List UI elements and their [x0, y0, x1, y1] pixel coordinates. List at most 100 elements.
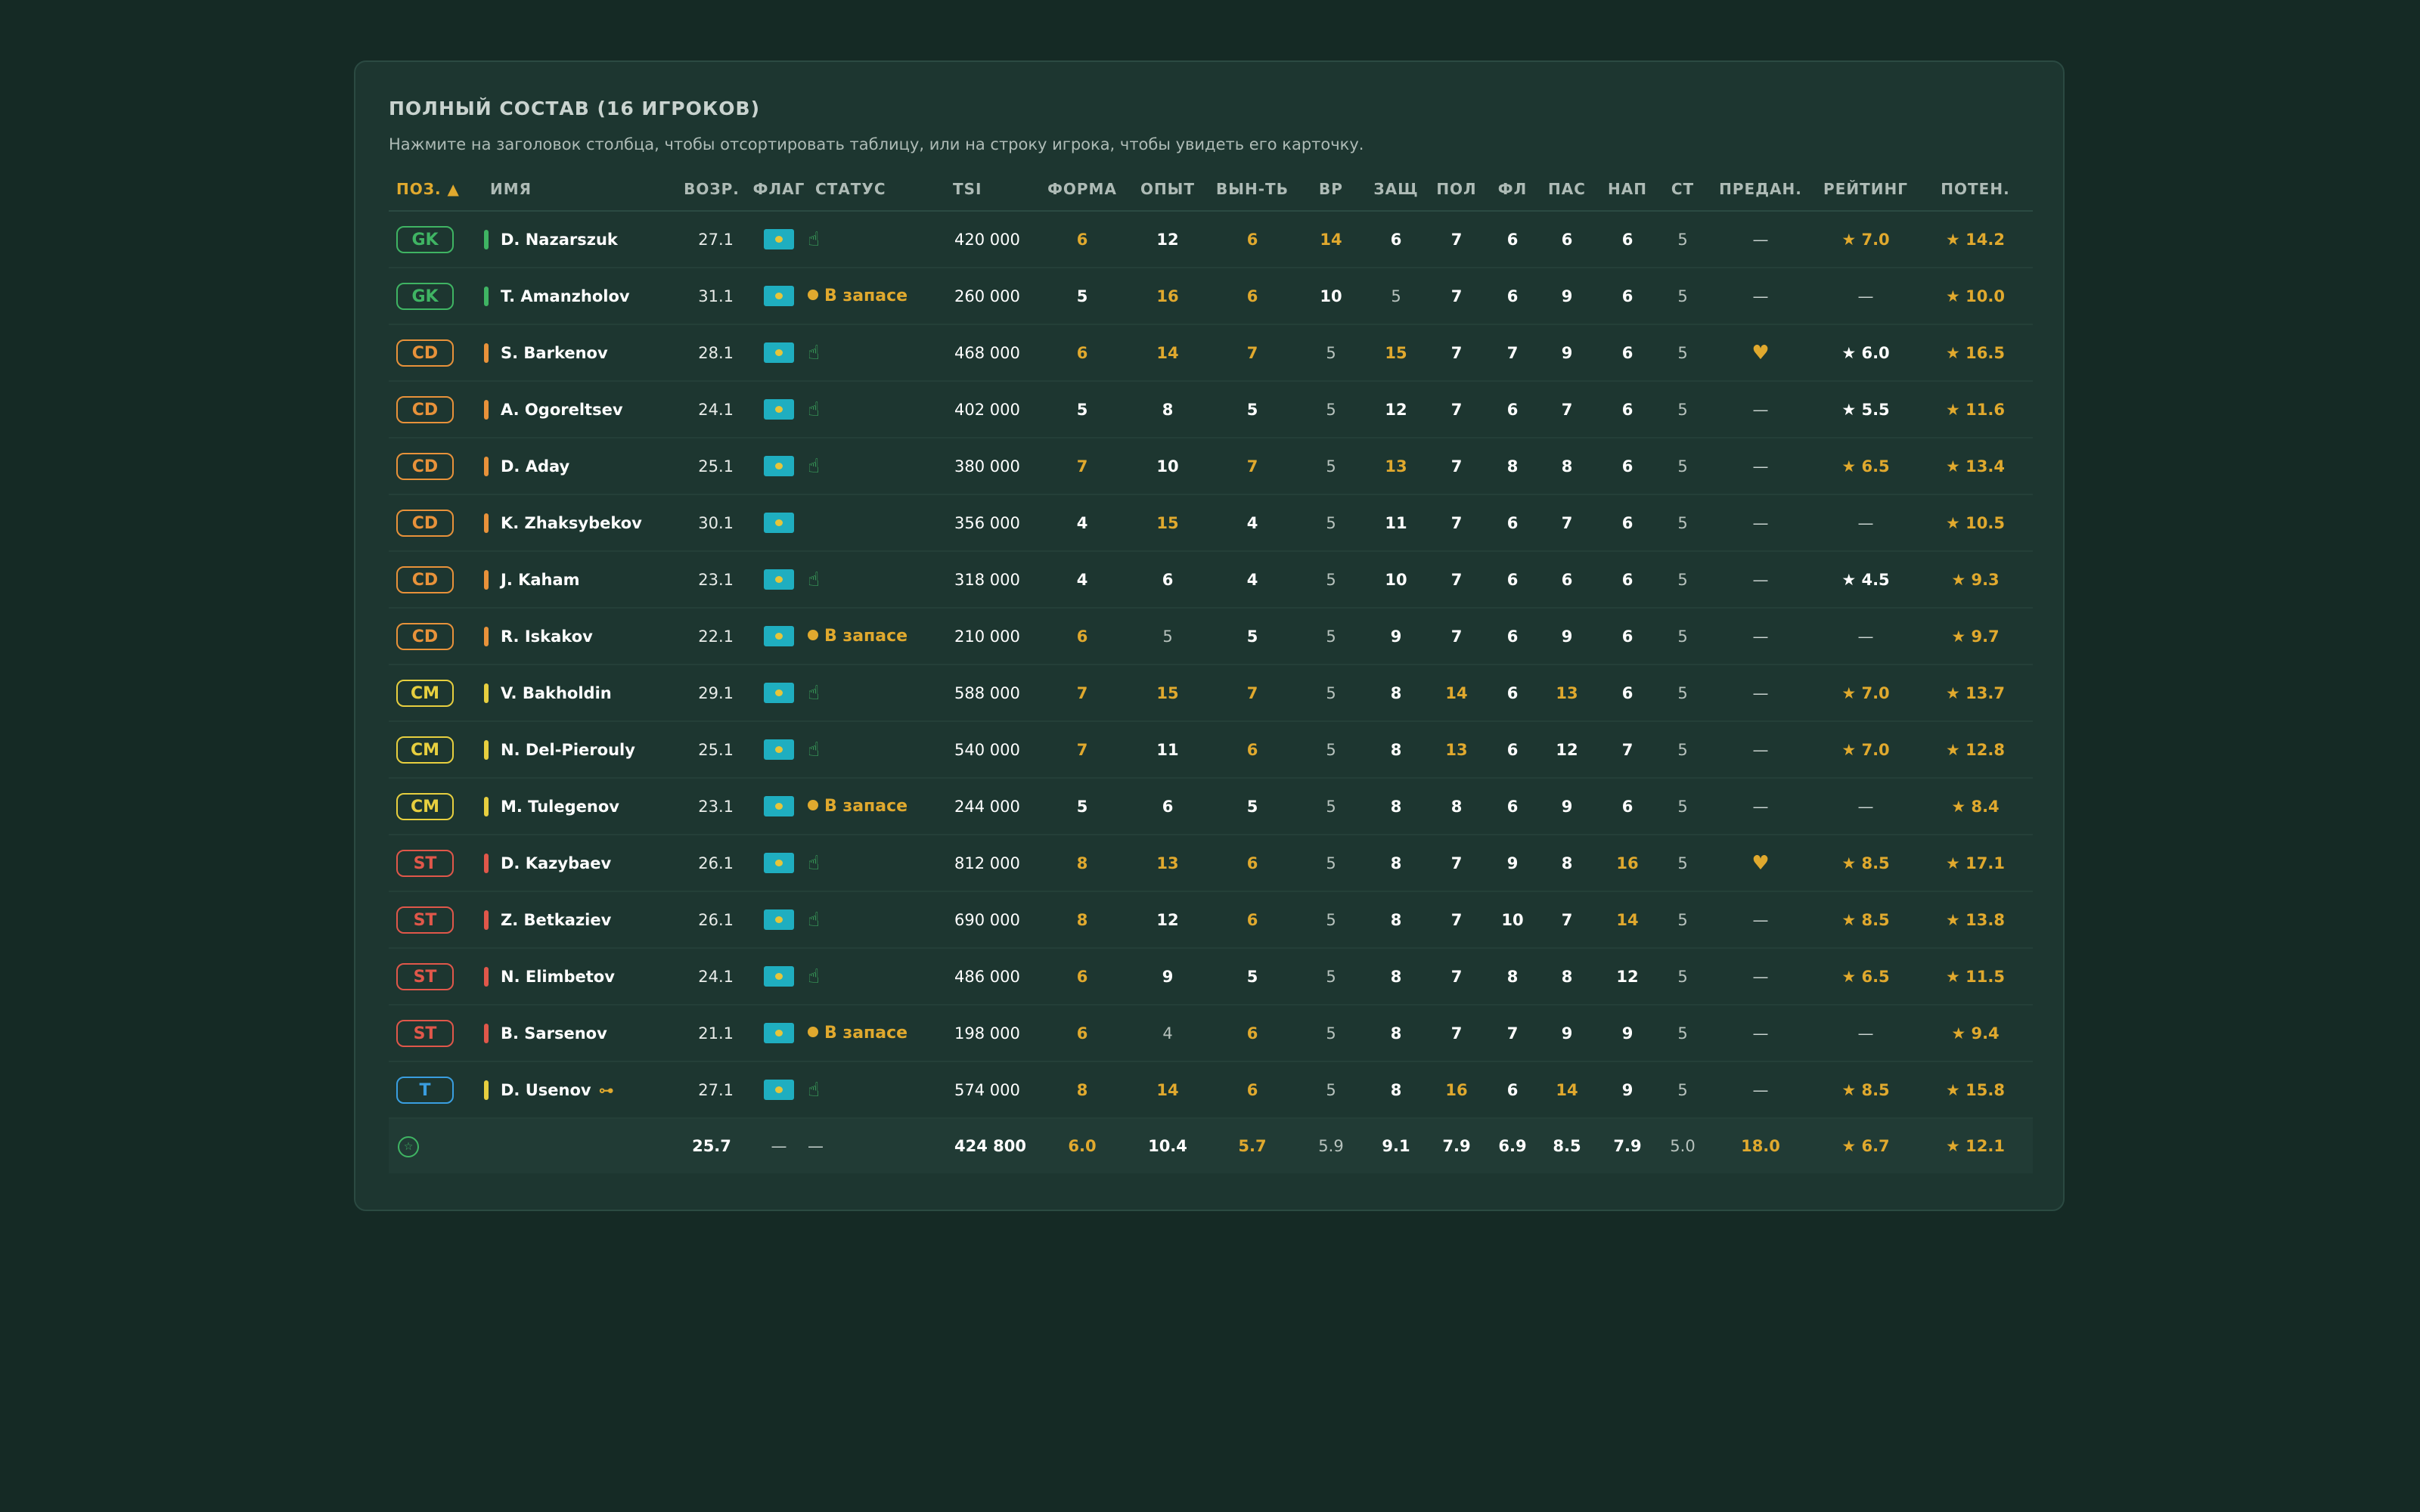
status-cell: ☝	[808, 324, 945, 382]
experience-cell: 15	[1125, 665, 1210, 722]
player-row[interactable]: ST N. Elimbetov 24.1 ☝ 486 000 6 9 5 5 8 7 8 8 12 5— ★ …	[389, 948, 2033, 1005]
col-header-def[interactable]: ЗАЩ	[1367, 168, 1425, 212]
player-name[interactable]: J. Kaham	[501, 570, 580, 589]
player-row[interactable]: ST B. Sarsenov 21.1 В запасе 198 000 6 4 6 5 8 7 7 9…	[389, 1005, 2033, 1062]
loyalty-cell: —	[1708, 494, 1813, 552]
pass-skill-cell: 6	[1537, 551, 1597, 609]
col-header-form[interactable]: ФОРМА	[1039, 168, 1125, 212]
gk-skill-cell: 5	[1295, 494, 1367, 552]
form-cell: 4	[1039, 494, 1125, 552]
pm-skill-cell: 7	[1425, 494, 1488, 552]
stamina-cell: 6	[1210, 835, 1295, 892]
position-cell: CD	[389, 381, 482, 438]
stamina-cell: 6	[1210, 211, 1295, 268]
player-row[interactable]: T D. Usenov ⊶ 27.1 ☝ 574 000 8 14 6 5 8 16 6 14 9 5— ★ 8…	[389, 1061, 2033, 1119]
player-name[interactable]: B. Sarsenov	[501, 1024, 607, 1043]
reserve-label: В запасе	[824, 1024, 908, 1043]
experience-cell: 6	[1125, 551, 1210, 609]
col-header-loyal[interactable]: ПРЕДАН.	[1708, 168, 1813, 212]
player-row[interactable]: CD K. Zhaksybekov 30.1 356 000 4 15 4 5 11 7 6 7 6 5—…	[389, 494, 2033, 552]
experience-cell: 14	[1125, 1061, 1210, 1119]
player-name[interactable]: K. Zhaksybekov	[501, 513, 642, 532]
col-header-rating[interactable]: РЕЙТИНГ	[1813, 168, 1918, 212]
player-row[interactable]: CD A. Ogoreltsev 24.1 ☝ 402 000 5 8 5 5 12 7 6 7 6 5— ★…	[389, 381, 2033, 438]
player-name[interactable]: D. Nazarszuk	[501, 230, 618, 249]
rating-cell: ★ 7.0	[1813, 721, 1918, 779]
pass-skill-cell: 9	[1537, 324, 1597, 382]
player-name[interactable]: D. Aday	[501, 457, 570, 476]
player-row[interactable]: ST D. Kazybaev 26.1 ☝ 812 000 8 13 6 5 8 7 9 8 16 5 ♥ ★ …	[389, 835, 2033, 892]
pm-skill-cell: 7	[1425, 211, 1488, 268]
stamina-cell: 4	[1210, 494, 1295, 552]
player-row[interactable]: CD D. Aday 25.1 ☝ 380 000 7 10 7 5 13 7 8 8 6 5— ★ 6.5 ★…	[389, 438, 2033, 495]
col-header-status[interactable]: СТАТУС	[808, 168, 945, 212]
form-cell: 5	[1039, 778, 1125, 835]
rating-cell: ★ 7.0	[1813, 211, 1918, 268]
col-header-sc[interactable]: НАП	[1597, 168, 1658, 212]
name-cell: T. Amanzholov	[482, 268, 673, 325]
player-row[interactable]: CD R. Iskakov 22.1 В запасе 210 000 6 5 5 5 9 7 6 9 6…	[389, 608, 2033, 665]
stamina-cell: 6	[1210, 891, 1295, 949]
player-row[interactable]: CM M. Tulegenov 23.1 В запасе 244 000 5 6 5 5 8 8 6…	[389, 778, 2033, 835]
position-color-bar	[484, 739, 489, 760]
sp-skill-cell: 5	[1658, 268, 1708, 325]
total-sp: 5.0	[1658, 1118, 1708, 1173]
status-cell: ☝	[808, 438, 945, 495]
sc-skill-cell: 6	[1597, 778, 1658, 835]
tsi-cell: 260 000	[945, 268, 1039, 325]
col-header-pm[interactable]: ПОЛ	[1425, 168, 1488, 212]
form-cell: 6	[1039, 211, 1125, 268]
player-row[interactable]: ST Z. Betkaziev 26.1 ☝ 690 000 8 12 6 5 8 7 10 7 14 5—…	[389, 891, 2033, 949]
col-header-pos[interactable]: ПОЗ. ▲	[389, 168, 482, 212]
player-row[interactable]: GK D. Nazarszuk 27.1 ☝ 420 000 6 12 6 14 6 7 6 6 6 5— ★…	[389, 211, 2033, 268]
def-skill-cell: 13	[1367, 438, 1425, 495]
player-name[interactable]: R. Iskakov	[501, 627, 593, 646]
player-name[interactable]: A. Ogoreltsev	[501, 400, 623, 419]
col-header-flag[interactable]: ФЛАГ	[750, 168, 808, 212]
potential-cell: ★ 13.7	[1918, 665, 2033, 722]
player-name[interactable]: S. Barkenov	[501, 343, 608, 362]
col-header-wing[interactable]: ФЛ	[1488, 168, 1537, 212]
col-header-name[interactable]: ИМЯ	[482, 168, 673, 212]
player-name[interactable]: D. Kazybaev	[501, 854, 612, 872]
player-name[interactable]: Z. Betkaziev	[501, 910, 612, 929]
player-row[interactable]: CD J. Kaham 23.1 ☝ 318 000 4 6 4 5 10 7 6 6 6 5— ★ 4.5 ★…	[389, 551, 2033, 609]
player-name[interactable]: N. Del-Pierouly	[501, 740, 635, 759]
pm-skill-cell: 7	[1425, 891, 1488, 949]
col-header-potential[interactable]: ПОТЕН.	[1918, 168, 2033, 212]
player-name[interactable]: D. Usenov	[501, 1080, 591, 1099]
loyalty-dash: —	[1752, 230, 1769, 249]
gk-skill-cell: 5	[1295, 948, 1367, 1005]
col-header-age[interactable]: ВОЗР.	[673, 168, 750, 212]
col-header-exp[interactable]: ОПЫТ	[1125, 168, 1210, 212]
player-row[interactable]: CD S. Barkenov 28.1 ☝ 468 000 6 14 7 5 15 7 7 9 6 5 ♥ ★ …	[389, 324, 2033, 382]
position-cell: ST	[389, 1005, 482, 1062]
player-row[interactable]: GK T. Amanzholov 31.1 В запасе 260 000 5 16 6 10…	[389, 268, 2033, 325]
loyalty-dash: —	[1752, 627, 1769, 646]
stamina-cell: 6	[1210, 1005, 1295, 1062]
form-cell: 8	[1039, 835, 1125, 892]
player-row[interactable]: CM N. Del-Pierouly 25.1 ☝ 540 000 7 11 6 5 8 13 6 12…	[389, 721, 2033, 779]
position-badge: ST	[396, 849, 454, 877]
position-cell: CD	[389, 438, 482, 495]
col-header-pass[interactable]: ПАС	[1537, 168, 1597, 212]
col-header-sp[interactable]: СТ	[1658, 168, 1708, 212]
form-cell: 6	[1039, 324, 1125, 382]
loyalty-cell: —	[1708, 948, 1813, 1005]
kazakhstan-flag-icon	[764, 966, 794, 987]
player-name[interactable]: V. Bakholdin	[501, 683, 612, 702]
col-header-gk[interactable]: ВР	[1295, 168, 1367, 212]
player-name[interactable]: T. Amanzholov	[501, 287, 630, 305]
tsi-cell: 588 000	[945, 665, 1039, 722]
col-header-tsi[interactable]: TSI	[945, 168, 1039, 212]
player-name[interactable]: M. Tulegenov	[501, 797, 619, 816]
pass-skill-cell: 12	[1537, 721, 1597, 779]
status-cell: ☝	[808, 891, 945, 949]
player-row[interactable]: CM V. Bakholdin 29.1 ☝ 588 000 7 15 7 5 8 14 6 13 6 5—…	[389, 665, 2033, 722]
position-cell: CM	[389, 778, 482, 835]
flag-cell	[750, 551, 808, 609]
pm-skill-cell: 7	[1425, 381, 1488, 438]
player-name[interactable]: N. Elimbetov	[501, 967, 615, 986]
col-header-stamina[interactable]: ВЫН-ТЬ	[1210, 168, 1295, 212]
reserve-label: В запасе	[824, 627, 908, 646]
